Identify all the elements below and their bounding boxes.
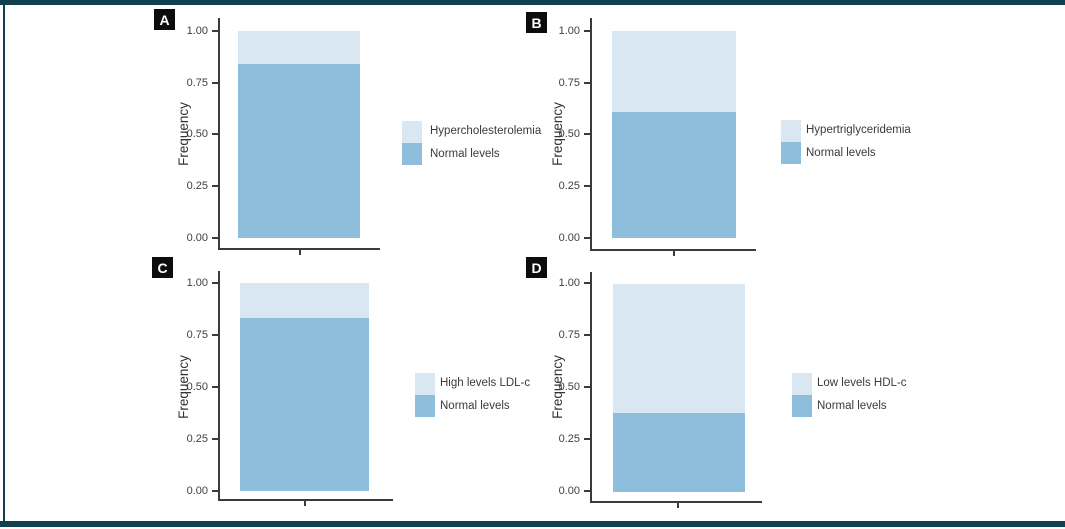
y-tick-label: 0.50 [558,128,580,140]
y-tick-mark [584,185,590,187]
legend-swatch-normal [415,395,435,417]
bar-segment-normal [612,111,736,238]
y-tick-mark [212,133,218,135]
y-tick-mark [584,386,590,388]
x-tick-mark [299,250,301,255]
x-axis-line [218,499,393,501]
y-tick-mark [212,438,218,440]
y-tick-mark [584,334,590,336]
legend-label-normal: Normal levels [817,400,887,412]
y-tick-mark [212,386,218,388]
panel-label-a: A [154,9,175,30]
x-axis-line [590,249,756,251]
panel-label-b: B [526,12,547,33]
y-tick-mark [212,334,218,336]
y-axis-line [218,271,220,501]
y-tick-label: 0.25 [558,433,580,445]
y-tick-mark [212,82,218,84]
y-tick-label: 0.00 [558,232,580,244]
legend-label-abnormal: Hypertriglyceridemia [806,124,911,136]
legend-label-normal: Normal levels [430,148,500,160]
legend-swatch-abnormal [402,121,422,143]
y-tick-mark [212,282,218,284]
y-tick-label: 0.50 [558,381,580,393]
y-axis-line [218,18,220,250]
y-axis-line [590,272,592,503]
y-tick-label: 0.75 [186,329,208,341]
panel-label-c: C [152,257,173,278]
legend-label-abnormal: Low levels HDL-c [817,377,907,389]
y-tick-mark [212,185,218,187]
legend-swatch-normal [792,395,812,417]
legend-label-normal: Normal levels [806,147,876,159]
y-tick-label: 0.75 [558,77,580,89]
y-tick-label: 0.00 [186,485,208,497]
figure-frame-left [3,5,5,521]
bar-segment-abnormal [613,284,745,413]
y-tick-label: 1.00 [186,277,208,289]
bar-segment-abnormal [238,31,360,65]
y-tick-label: 1.00 [558,25,580,37]
legend-swatch-abnormal [781,120,801,142]
bar-segment-abnormal [240,283,369,319]
stacked-bar [240,283,369,491]
y-tick-mark [584,30,590,32]
y-tick-mark [584,133,590,135]
y-tick-mark [584,438,590,440]
y-tick-label: 0.25 [186,180,208,192]
y-tick-mark [584,82,590,84]
bar-segment-normal [238,64,360,238]
y-tick-mark [584,282,590,284]
legend-label-abnormal: High levels LDL-c [440,377,531,389]
legend-swatch-abnormal [792,373,812,395]
y-tick-label: 0.25 [186,433,208,445]
panel-label-d: D [526,257,547,278]
y-tick-mark [584,237,590,239]
x-axis-line [590,501,762,503]
legend-label-abnormal: Hypercholesterolemia [430,125,542,137]
stacked-bar [613,284,745,492]
legend-swatch-abnormal [415,373,435,395]
y-tick-label: 1.00 [186,25,208,37]
x-tick-mark [677,503,679,508]
y-tick-label: 0.50 [186,381,208,393]
y-tick-mark [212,30,218,32]
y-tick-label: 0.75 [558,329,580,341]
y-tick-label: 0.75 [186,77,208,89]
bar-segment-abnormal [612,31,736,112]
bar-segment-normal [240,318,369,491]
y-tick-label: 1.00 [558,277,580,289]
legend-swatch-normal [402,143,422,165]
bar-segment-normal [613,412,745,492]
y-tick-mark [212,490,218,492]
legend-swatch-normal [781,142,801,164]
y-axis-line [590,18,592,251]
y-tick-label: 0.25 [558,180,580,192]
y-tick-mark [212,237,218,239]
figure-frame-top [0,0,1065,5]
figure-frame-bottom [0,521,1065,527]
stacked-bar [238,31,360,238]
x-tick-mark [673,251,675,256]
x-axis-line [218,248,380,250]
x-tick-mark [304,501,306,506]
y-tick-label: 0.00 [558,485,580,497]
legend-label-normal: Normal levels [440,400,510,412]
y-tick-label: 0.50 [186,128,208,140]
stacked-bar [612,31,736,238]
y-tick-label: 0.00 [186,232,208,244]
y-tick-mark [584,490,590,492]
